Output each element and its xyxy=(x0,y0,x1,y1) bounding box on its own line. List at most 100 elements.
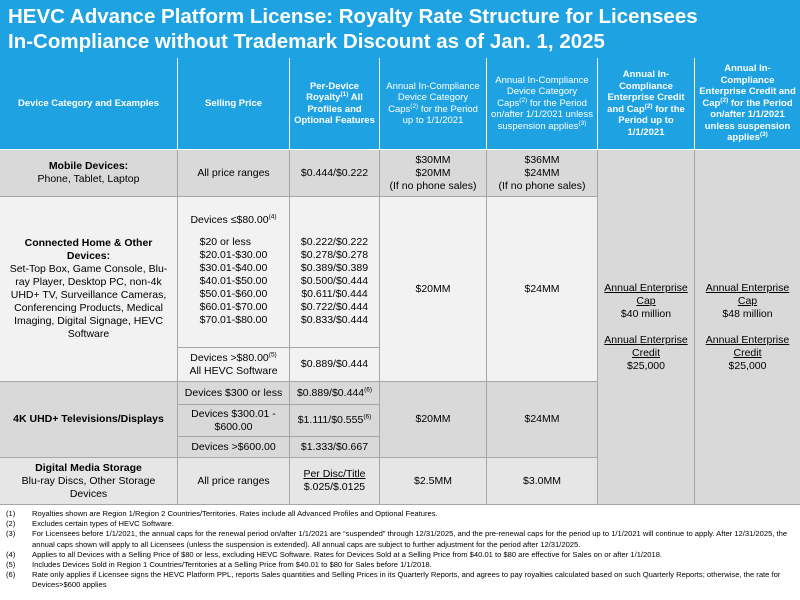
footnote-number: (6) xyxy=(6,570,16,580)
royalty-wrap: $0.889/$0.444(6) xyxy=(297,386,373,400)
price-cell: Devices ≤$80.00(4) $20 or less $20.01-$30… xyxy=(178,197,290,348)
royalty: $0.889/$0.444 xyxy=(300,358,369,370)
header-text-wrap: Annual In-Compliance Enterprise Credit a… xyxy=(699,63,796,144)
price-cell: All price ranges xyxy=(178,150,290,197)
price: Devices $300 or less xyxy=(184,386,283,399)
cap-note: (If no phone sales) xyxy=(498,179,586,192)
header-text: Annual In-Compliance Device Category Cap… xyxy=(495,74,589,109)
footnote: (3) For Licensees before 1/1/2021, the an… xyxy=(0,529,800,549)
category-name: 4K UHD+ Televisions/Displays xyxy=(13,413,164,425)
footnote-text: Royalties shown are Region 1/Region 2 Co… xyxy=(32,509,438,518)
cap-cell: $20MM xyxy=(380,197,487,382)
header-text: All Profiles and Optional Features xyxy=(294,92,375,126)
footnote-ref: (2) xyxy=(720,96,729,104)
royalty: $0.389/$0.389 xyxy=(300,262,369,274)
category-cell: Mobile Devices: Phone, Tablet, Laptop xyxy=(0,150,178,197)
title: HEVC Advance Platform License: Royalty R… xyxy=(0,0,800,58)
royalty: $0.722/$0.444 xyxy=(300,301,369,313)
footnote-ref: (2) xyxy=(644,102,653,110)
price: All price ranges xyxy=(197,166,270,179)
title-line: In-Compliance without Trademark Discount… xyxy=(8,30,605,53)
header-text-wrap: Annual In-Compliance Device Category Cap… xyxy=(491,75,593,133)
cap-cell: $24MM xyxy=(487,197,598,382)
title-line: HEVC Advance Platform License: Royalty R… xyxy=(8,5,698,28)
enterprise-value: $25,000 xyxy=(627,359,665,372)
royalty: $0.278/$0.278 xyxy=(300,249,369,261)
royalty: $1.111/$0.555 xyxy=(297,414,364,426)
footnote-ref: (6) xyxy=(364,386,373,393)
price-cell: All price ranges xyxy=(178,458,290,505)
footnote-ref: (2) xyxy=(410,102,419,110)
cap-cell: $2.5MM xyxy=(380,458,487,505)
header-text: for the Period on/after 1/1/2021 unless … xyxy=(704,97,793,144)
price: Devices $300.01 - $600.00 xyxy=(191,407,276,433)
cap: $24MM xyxy=(524,166,560,179)
header-cell: Annual In-Compliance Device Category Cap… xyxy=(380,58,487,150)
enterprise-value: $40 million xyxy=(620,307,672,320)
enterprise-label: Annual Enterprise Cap xyxy=(604,281,688,307)
price-range: $70.01-$80.00 xyxy=(199,314,268,326)
category-cell: 4K UHD+ Televisions/Displays xyxy=(0,382,178,458)
header-cell: Device Category and Examples xyxy=(0,58,178,150)
footnote-text: Excludes certain types of HEVC Software. xyxy=(32,519,174,529)
price-range: $40.01-$50.00 xyxy=(199,275,268,287)
footnote-number: (5) xyxy=(6,560,16,570)
category-cell: Connected Home & Other Devices: Set-Top B… xyxy=(0,197,178,382)
header-text-wrap: Annual In-Compliance Device Category Cap… xyxy=(384,81,482,127)
price-range: $20.01-$30.00 xyxy=(199,249,268,261)
footnotes: (1) Royalties shown are Region 1/Region 2… xyxy=(0,509,800,591)
cap-cell: $3.0MM xyxy=(487,458,598,505)
price-cell: Devices >$80.00(5) All HEVC Software xyxy=(178,348,290,382)
cap: $20MM xyxy=(415,413,451,425)
cap: $30MM xyxy=(415,153,451,166)
header-text: Selling Price xyxy=(204,97,263,109)
footnote: (1) Royalties shown are Region 1/Region 2… xyxy=(0,509,800,519)
tier-label-wrap: Devices >$80.00(5) xyxy=(190,351,276,365)
footnote-number: (4) xyxy=(6,549,16,559)
cap-cell: $36MM $24MM (If no phone sales) xyxy=(487,150,598,197)
price-range: $50.01-$60.00 xyxy=(199,288,268,300)
price-cell: Devices >$600.00 xyxy=(178,437,290,458)
header-text: for the Period up to 1/1/2021 xyxy=(402,103,478,127)
royalty-list: $0.222/$0.222 $0.278/$0.278 $0.389/$0.389 $… xyxy=(301,236,368,327)
tier-label: Devices ≤$80.00 xyxy=(190,214,269,226)
header-text: Device Category and Examples xyxy=(18,97,159,109)
header-cell: Annual In-Compliance Device Category Cap… xyxy=(487,58,598,150)
cap: $24MM xyxy=(524,413,560,425)
enterprise-cell: Annual Enterprise Cap $48 million Annual… xyxy=(695,150,800,505)
royalty-wrap: $1.111/$0.555(6) xyxy=(298,414,372,427)
header-cell: Per-Device Royalty(1) All Profiles and O… xyxy=(290,58,380,150)
cap-cell: $24MM xyxy=(487,382,598,458)
category-name: Digital Media Storage xyxy=(35,461,142,474)
footnote: (2) Excludes certain types of HEVC Softwa… xyxy=(0,519,800,529)
footnote-ref: (4) xyxy=(268,213,277,221)
header-text-wrap: Annual In-Compliance Enterprise Credit a… xyxy=(602,69,690,138)
royalty: $0.833/$0.444 xyxy=(300,314,369,326)
price-cell: Devices $300 or less xyxy=(178,382,290,405)
header-cell: Annual In-Compliance Enterprise Credit a… xyxy=(598,58,695,150)
cap: $2.5MM xyxy=(414,474,452,487)
enterprise-value: $48 million xyxy=(722,307,773,320)
royalty-cell: $0.889/$0.444(6) xyxy=(290,382,380,405)
royalty-cell: $0.444/$0.222 xyxy=(290,150,380,197)
header-text: for the Period up to 1/1/2021 xyxy=(618,103,685,138)
royalty-cell: Per Disc/Title $.025/$.0125 xyxy=(290,458,380,505)
footnote-ref: (3) xyxy=(578,119,587,127)
category-cell: Digital Media Storage Blu-ray Discs, Othe… xyxy=(0,458,178,505)
footnote-text: Includes Devices Sold in Region 1 Countr… xyxy=(32,560,432,570)
cap-cell: $30MM $20MM (If no phone sales) xyxy=(380,150,487,197)
cap: $3.0MM xyxy=(523,474,561,487)
cap: $20MM xyxy=(415,282,451,295)
cap-note: (If no phone sales) xyxy=(389,179,477,192)
header-text-wrap: Per-Device Royalty(1) All Profiles and O… xyxy=(294,81,375,127)
royalty-cell: $0.889/$0.444 xyxy=(290,348,380,382)
royalty-cell: $1.333/$0.667 xyxy=(290,437,380,458)
royalty: $0.500/$0.444 xyxy=(300,275,369,287)
header-cell: Annual In-Compliance Enterprise Credit a… xyxy=(695,58,800,150)
footnote-number: (1) xyxy=(6,509,16,518)
cap-cell: $20MM xyxy=(380,382,487,458)
price-range: $30.01-$40.00 xyxy=(199,262,268,274)
cap: $20MM xyxy=(415,166,451,179)
price: All price ranges xyxy=(197,474,270,487)
